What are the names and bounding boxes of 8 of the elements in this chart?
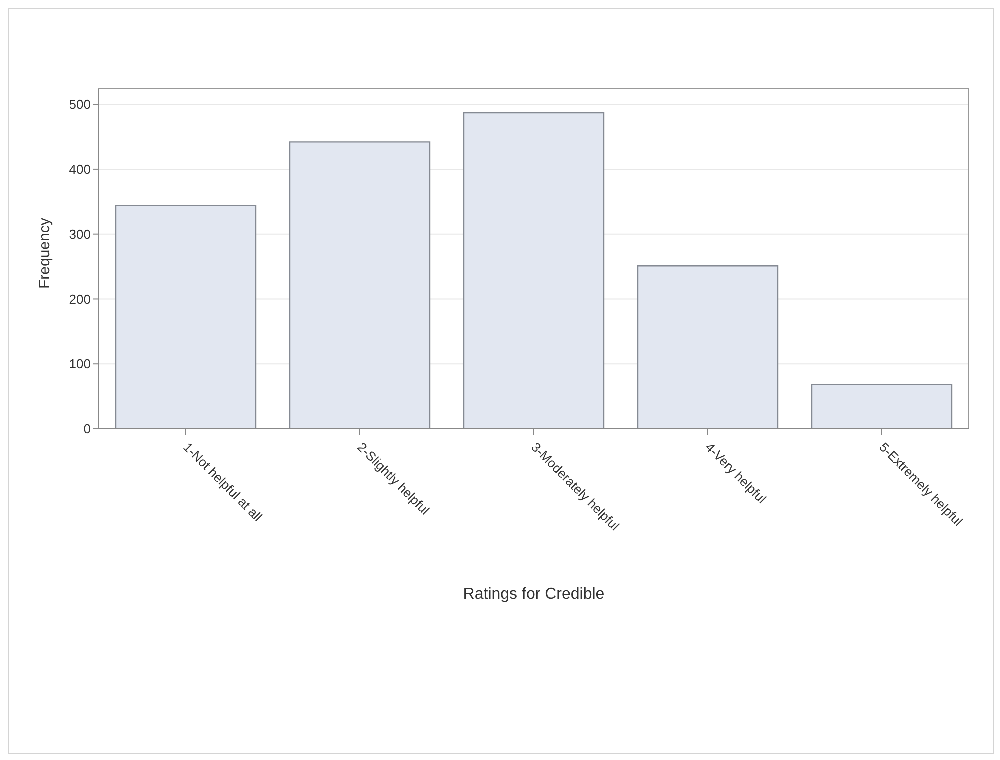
y-axis-title: Frequency [36, 218, 54, 289]
y-tick-label: 200 [69, 292, 91, 307]
y-tick-label: 300 [69, 226, 91, 242]
y-tick-label: 100 [69, 356, 91, 372]
y-tick-label: 0 [84, 422, 91, 437]
y-tick-label: 400 [69, 162, 91, 178]
x-axis-title: Ratings for Credible [463, 586, 605, 603]
y-tick-label: 500 [69, 97, 91, 112]
